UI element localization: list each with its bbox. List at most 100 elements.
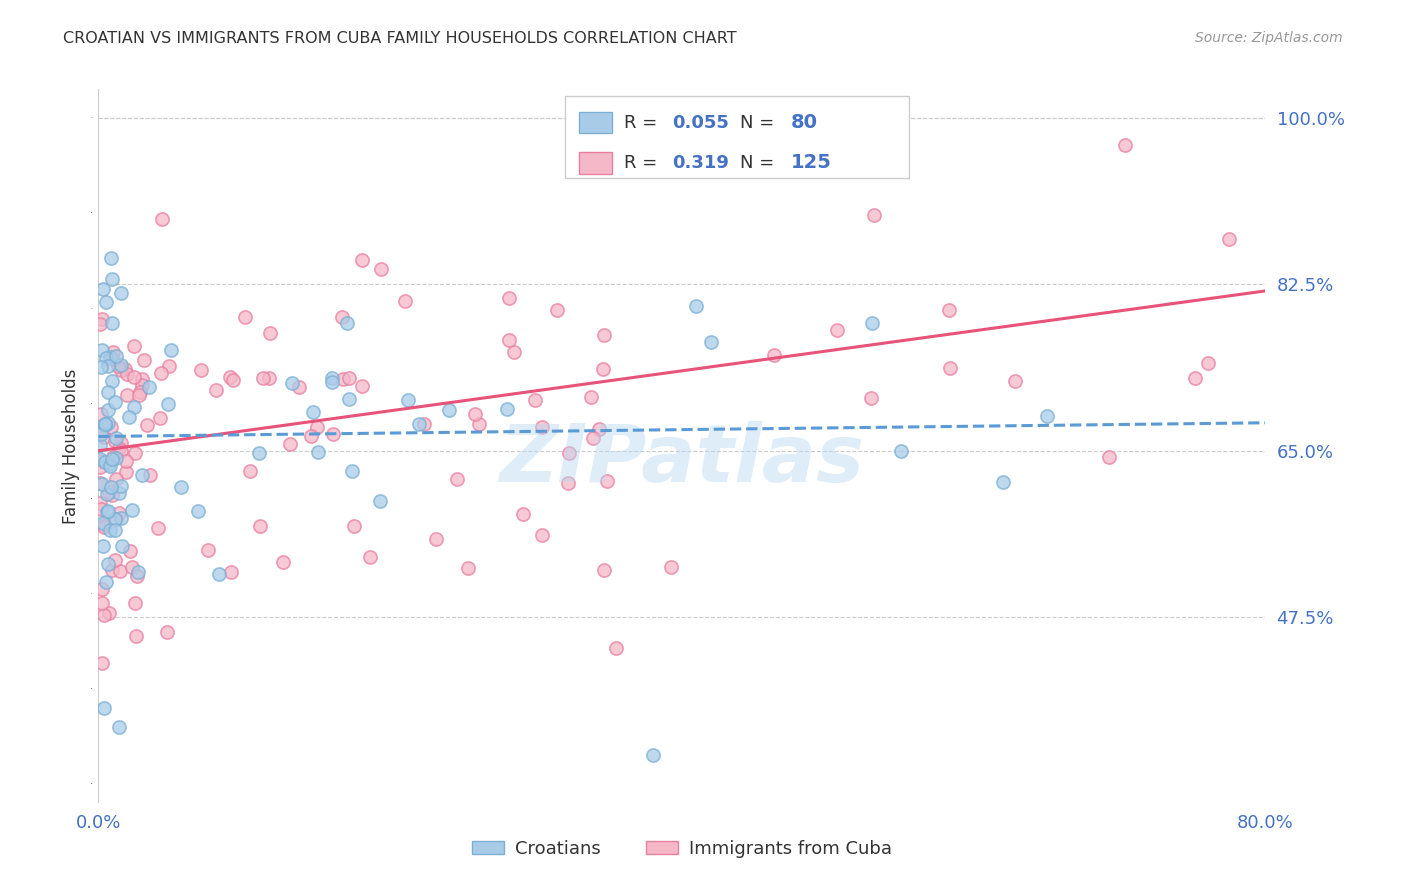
Point	[596, 474, 619, 488]
Point	[127, 565, 149, 579]
Point	[125, 569, 148, 583]
Text: N =: N =	[741, 154, 775, 172]
Point	[938, 302, 960, 317]
Text: 0.055: 0.055	[672, 114, 730, 132]
Point	[131, 377, 153, 392]
Point	[101, 272, 124, 286]
Point	[278, 436, 301, 450]
Point	[111, 539, 134, 553]
Point	[531, 527, 554, 541]
Point	[370, 262, 392, 277]
Point	[890, 444, 912, 458]
Point	[97, 359, 120, 373]
Point	[90, 476, 112, 491]
Point	[1197, 356, 1219, 370]
Point	[157, 359, 180, 373]
Point	[90, 501, 112, 516]
Point	[302, 405, 325, 419]
Point	[322, 427, 344, 442]
FancyBboxPatch shape	[565, 96, 910, 178]
Point	[100, 480, 122, 494]
Point	[1114, 137, 1136, 152]
Point	[582, 431, 605, 445]
Text: R =: R =	[624, 114, 657, 132]
Point	[498, 333, 520, 347]
Point	[97, 403, 120, 417]
Text: ZIPatlas: ZIPatlas	[499, 421, 865, 500]
Point	[108, 720, 131, 734]
Point	[124, 370, 146, 384]
Point	[90, 427, 112, 442]
Point	[110, 286, 132, 301]
Point	[93, 607, 115, 622]
Point	[100, 252, 122, 266]
Point	[588, 422, 610, 436]
Point	[579, 390, 602, 404]
Point	[91, 516, 114, 531]
Point	[860, 317, 883, 331]
Point	[97, 416, 120, 430]
Point	[685, 299, 707, 313]
Text: N =: N =	[741, 114, 775, 132]
Point	[107, 486, 129, 500]
Point	[96, 487, 118, 501]
Point	[93, 700, 115, 714]
Point	[104, 512, 127, 526]
Point	[938, 360, 960, 375]
Point	[104, 431, 127, 445]
Point	[138, 380, 160, 394]
Point	[90, 407, 112, 421]
FancyBboxPatch shape	[579, 112, 612, 134]
Point	[219, 565, 242, 579]
Point	[464, 407, 486, 421]
Point	[252, 371, 274, 385]
Point	[104, 553, 127, 567]
Point	[98, 523, 121, 537]
Point	[108, 441, 131, 455]
Point	[557, 446, 579, 460]
Point	[105, 450, 128, 465]
Point	[101, 563, 124, 577]
Point	[762, 348, 785, 362]
Point	[337, 392, 360, 407]
Point	[437, 403, 460, 417]
Point	[605, 641, 627, 656]
Point	[468, 417, 491, 432]
Point	[101, 450, 124, 465]
Point	[110, 362, 132, 376]
Point	[280, 376, 302, 390]
Point	[104, 523, 127, 537]
Point	[592, 362, 614, 376]
Point	[97, 557, 120, 571]
Point	[208, 566, 231, 581]
Point	[592, 563, 614, 577]
Point	[132, 352, 155, 367]
Point	[89, 476, 111, 491]
Point	[239, 464, 262, 478]
Point	[187, 504, 209, 518]
Point	[862, 208, 884, 222]
Point	[101, 452, 124, 467]
Point	[321, 375, 343, 389]
Point	[700, 335, 723, 350]
Point	[94, 295, 117, 310]
Point	[104, 434, 127, 448]
Point	[342, 519, 364, 533]
Point	[136, 417, 159, 432]
Point	[336, 317, 359, 331]
Point	[131, 467, 153, 482]
Point	[90, 657, 112, 671]
Point	[502, 345, 524, 359]
Text: 0.319: 0.319	[672, 154, 730, 172]
Point	[128, 388, 150, 402]
Point	[122, 400, 145, 414]
Point	[170, 480, 193, 494]
Point	[125, 630, 148, 644]
Point	[110, 444, 132, 458]
Point	[149, 410, 172, 425]
Point	[110, 436, 132, 450]
Point	[496, 401, 519, 416]
Point	[1218, 232, 1240, 246]
Point	[457, 560, 479, 574]
Point	[115, 368, 138, 382]
